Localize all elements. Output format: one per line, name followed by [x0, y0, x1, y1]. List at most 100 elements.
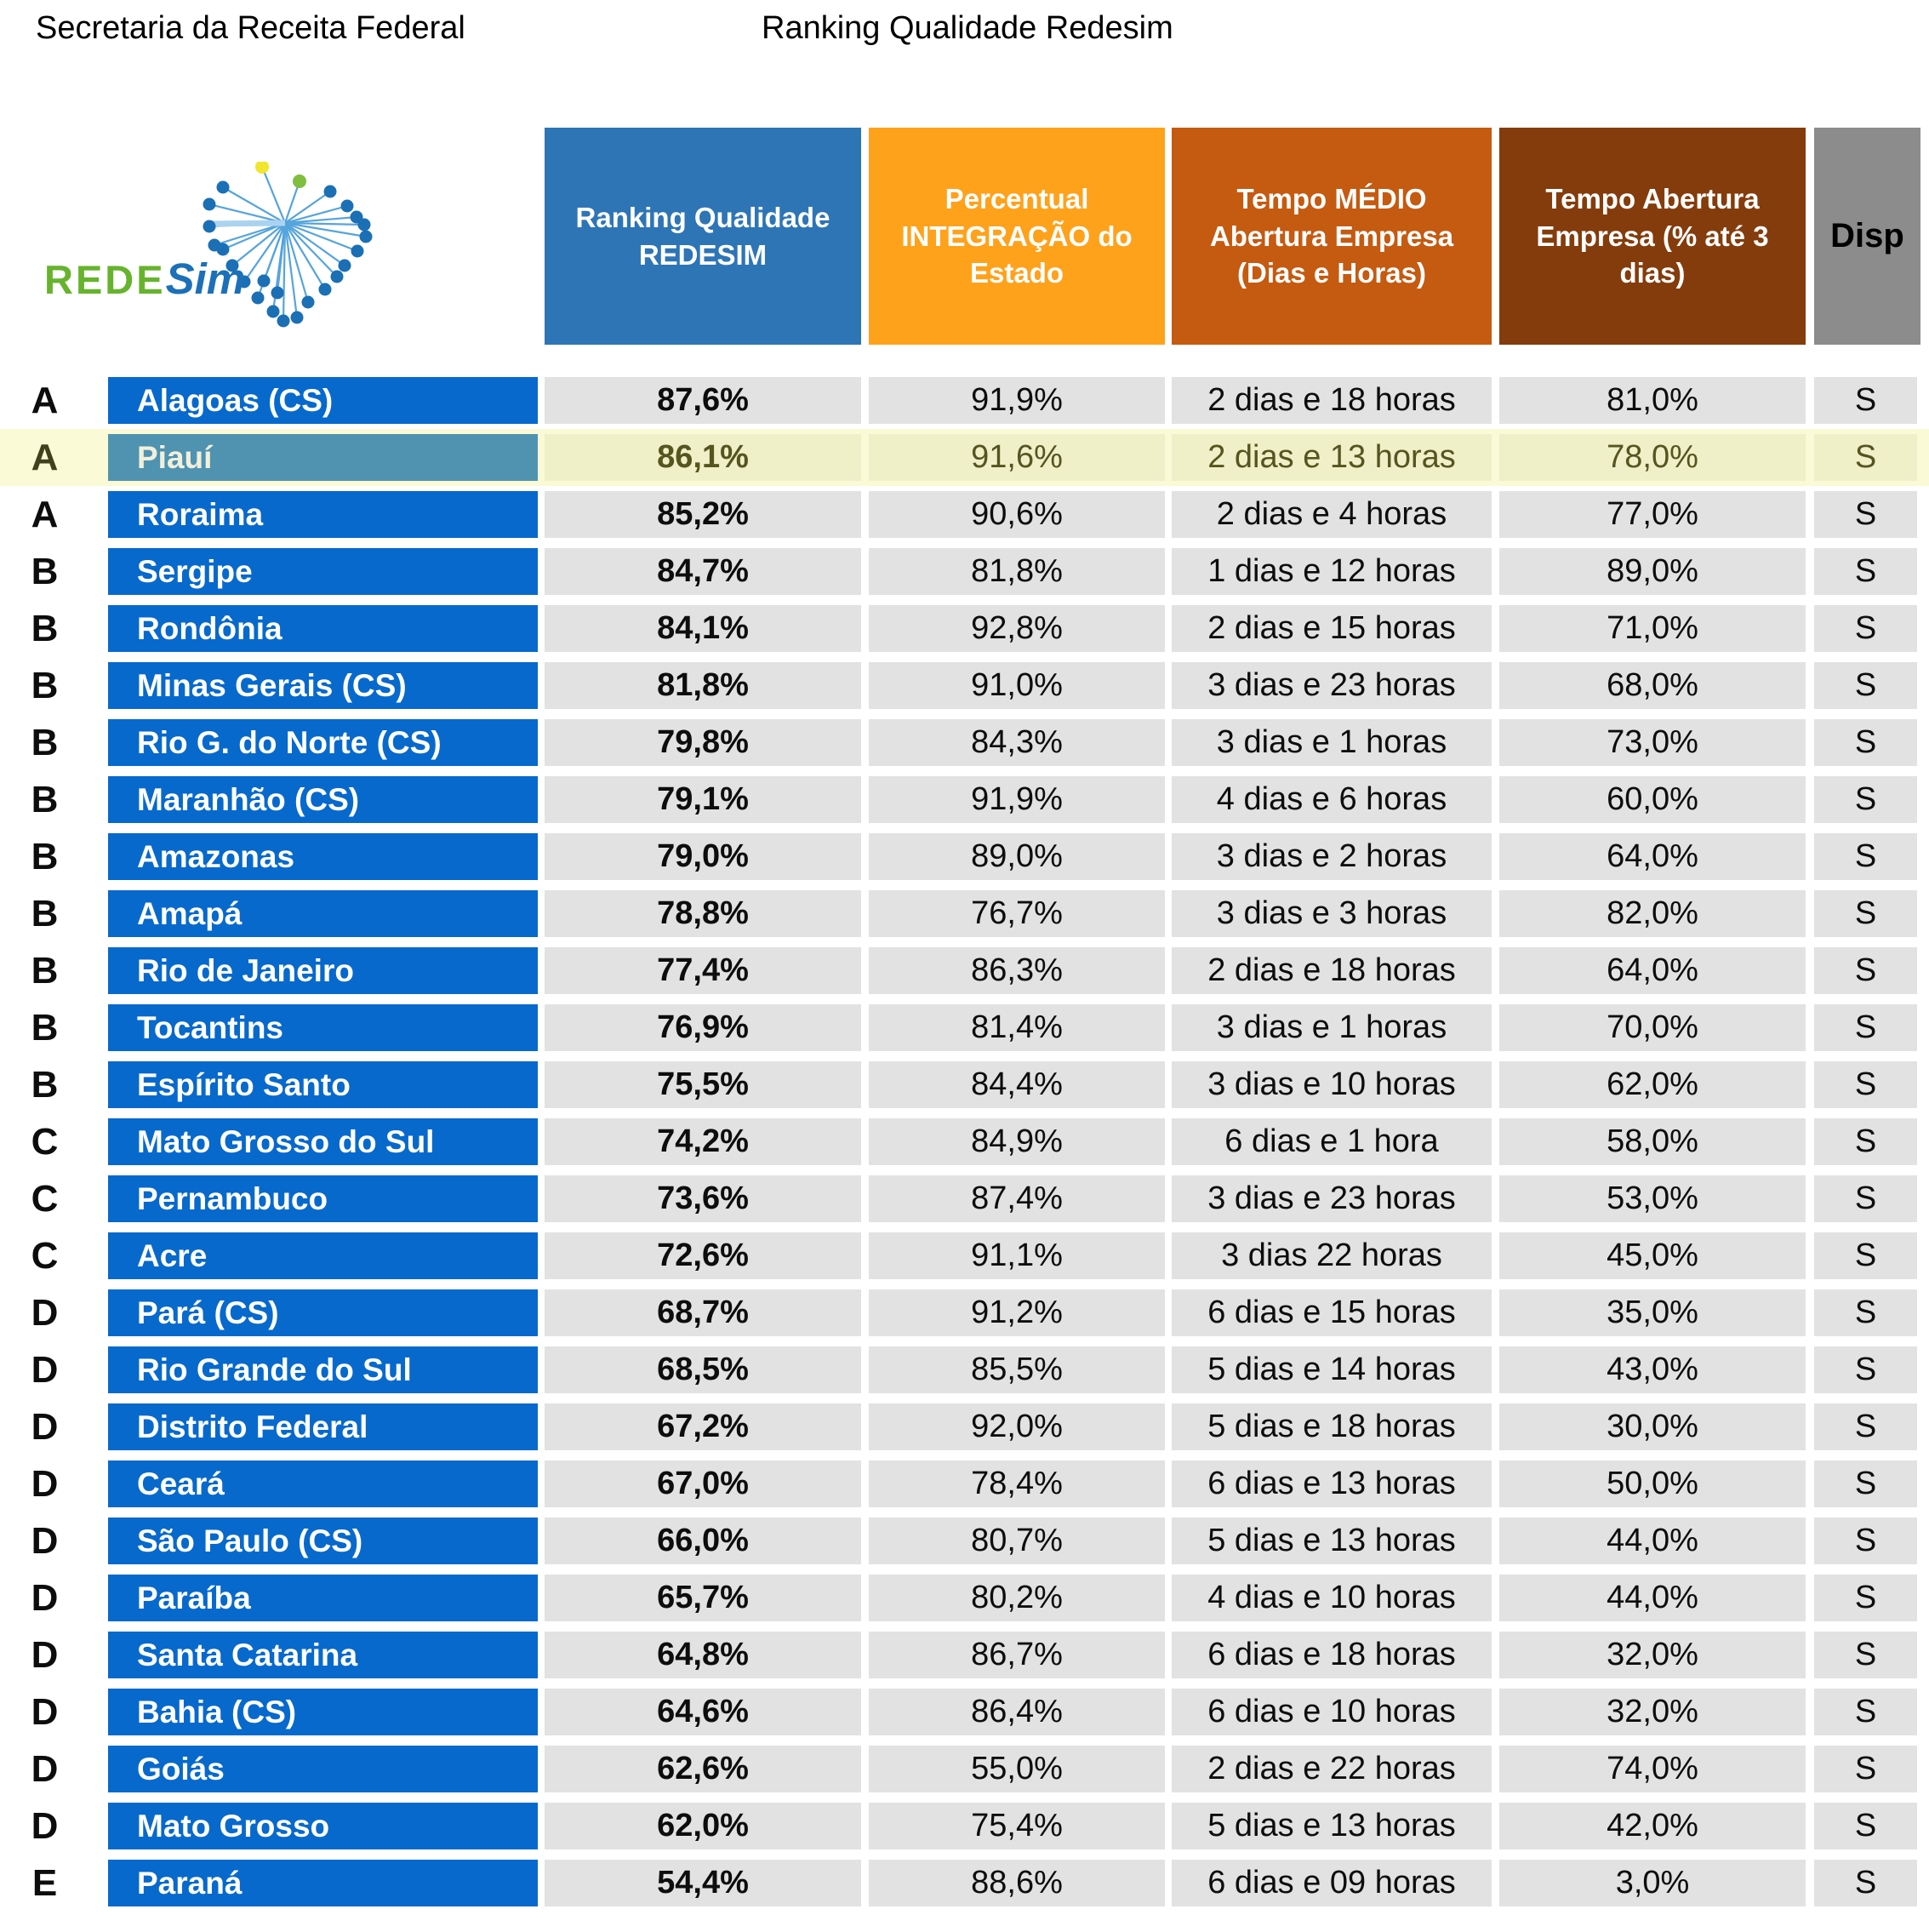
logo-text-rede: REDE — [44, 257, 166, 302]
state-pill: Sergipe — [108, 548, 538, 595]
state-pill: Minas Gerais (CS) — [108, 662, 538, 709]
table-row: D Paraíba 65,7% 80,2% 4 dias e 10 horas … — [0, 1569, 1929, 1626]
disp-cell: S — [1814, 1403, 1917, 1450]
grade-cell: B — [31, 721, 59, 763]
tempo-3dias-cell: 68,0% — [1499, 662, 1806, 709]
ranking-cell: 79,1% — [545, 776, 861, 823]
ranking-cell: 68,7% — [545, 1289, 861, 1336]
tempo-medio-cell: 5 dias e 13 horas — [1172, 1803, 1492, 1849]
tempo-3dias-cell: 43,0% — [1499, 1346, 1806, 1393]
tempo-medio-cell: 6 dias e 15 horas — [1172, 1289, 1492, 1336]
disp-cell: S — [1814, 1289, 1917, 1336]
tempo-medio-cell: 3 dias e 23 horas — [1172, 1175, 1492, 1222]
table-row: D Pará (CS) 68,7% 91,2% 6 dias e 15 hora… — [0, 1284, 1929, 1341]
tempo-3dias-cell: 62,0% — [1499, 1061, 1806, 1108]
table-row: B Rio de Janeiro 77,4% 86,3% 2 dias e 18… — [0, 942, 1929, 999]
tempo-3dias-cell: 32,0% — [1499, 1632, 1806, 1678]
disp-cell: S — [1814, 1460, 1917, 1507]
disp-cell: S — [1814, 1860, 1917, 1906]
ranking-cell: 85,2% — [545, 491, 861, 538]
table-row: D Goiás 62,6% 55,0% 2 dias e 22 horas 74… — [0, 1741, 1929, 1798]
tempo-medio-cell: 2 dias e 18 horas — [1172, 377, 1492, 424]
disp-cell: S — [1814, 1175, 1917, 1222]
disp-cell: S — [1814, 1689, 1917, 1735]
grade-cell: D — [31, 1576, 59, 1619]
grade-cell: D — [31, 1405, 59, 1448]
integracao-cell: 88,6% — [869, 1860, 1165, 1906]
grade-cell: B — [31, 607, 59, 649]
state-pill: Espírito Santo — [108, 1061, 538, 1108]
disp-cell: S — [1814, 1632, 1917, 1678]
tempo-3dias-cell: 58,0% — [1499, 1118, 1806, 1165]
table-row: D Rio Grande do Sul 68,5% 85,5% 5 dias e… — [0, 1341, 1929, 1398]
tempo-medio-cell: 3 dias e 2 horas — [1172, 833, 1492, 880]
state-pill: Ceará — [108, 1460, 538, 1507]
disp-cell: S — [1814, 890, 1917, 937]
ranking-cell: 84,1% — [545, 605, 861, 652]
disp-cell: S — [1814, 776, 1917, 823]
table-row: B Minas Gerais (CS) 81,8% 91,0% 3 dias e… — [0, 657, 1929, 714]
grade-cell: D — [31, 1804, 59, 1847]
integracao-cell: 84,3% — [869, 719, 1165, 766]
redesim-wordmark: REDESim — [44, 254, 245, 304]
grade-cell: D — [31, 1690, 59, 1733]
disp-cell: S — [1814, 491, 1917, 538]
state-pill: Rondônia — [108, 605, 538, 652]
tempo-3dias-cell: 45,0% — [1499, 1232, 1806, 1279]
ranking-cell: 78,8% — [545, 890, 861, 937]
page-title: Ranking Qualidade Redesim — [762, 10, 1173, 46]
ranking-cell: 65,7% — [545, 1575, 861, 1621]
disp-cell: S — [1814, 1746, 1917, 1792]
table-row: B Rio G. do Norte (CS) 79,8% 84,3% 3 dia… — [0, 714, 1929, 771]
state-pill: Distrito Federal — [108, 1403, 538, 1450]
integracao-cell: 91,9% — [869, 776, 1165, 823]
tempo-3dias-cell: 50,0% — [1499, 1460, 1806, 1507]
disp-cell: S — [1814, 833, 1917, 880]
tempo-3dias-cell: 64,0% — [1499, 947, 1806, 994]
tempo-3dias-cell: 70,0% — [1499, 1004, 1806, 1051]
ranking-cell: 79,0% — [545, 833, 861, 880]
disp-cell: S — [1814, 1118, 1917, 1165]
ranking-cell: 64,6% — [545, 1689, 861, 1735]
tempo-medio-cell: 2 dias e 13 horas — [1172, 434, 1492, 481]
tempo-medio-cell: 6 dias e 1 hora — [1172, 1118, 1492, 1165]
ranking-cell: 72,6% — [545, 1232, 861, 1279]
integracao-cell: 80,2% — [869, 1575, 1165, 1621]
integracao-cell: 86,3% — [869, 947, 1165, 994]
state-pill: Rio de Janeiro — [108, 947, 538, 994]
tempo-3dias-cell: 42,0% — [1499, 1803, 1806, 1849]
tempo-medio-cell: 2 dias e 22 horas — [1172, 1746, 1492, 1792]
ranking-cell: 74,2% — [545, 1118, 861, 1165]
integracao-cell: 81,8% — [869, 548, 1165, 595]
grade-cell: D — [31, 1291, 59, 1334]
tempo-medio-cell: 2 dias e 4 horas — [1172, 491, 1492, 538]
state-pill: Santa Catarina — [108, 1632, 538, 1678]
state-pill: Paraíba — [108, 1575, 538, 1621]
integracao-cell: 86,7% — [869, 1632, 1165, 1678]
tempo-medio-cell: 6 dias e 09 horas — [1172, 1860, 1492, 1906]
tempo-3dias-cell: 81,0% — [1499, 377, 1806, 424]
disp-cell: S — [1814, 662, 1917, 709]
table-row: B Tocantins 76,9% 81,4% 3 dias e 1 horas… — [0, 999, 1929, 1056]
state-pill: Mato Grosso do Sul — [108, 1118, 538, 1165]
tempo-3dias-cell: 71,0% — [1499, 605, 1806, 652]
integracao-cell: 91,1% — [869, 1232, 1165, 1279]
grade-cell: B — [31, 550, 59, 592]
grade-cell: E — [31, 1861, 58, 1904]
table-row: D São Paulo (CS) 66,0% 80,7% 5 dias e 13… — [0, 1512, 1929, 1569]
integracao-cell: 91,9% — [869, 377, 1165, 424]
redesim-logo: REDESim — [0, 128, 545, 345]
tempo-medio-cell: 4 dias e 6 horas — [1172, 776, 1492, 823]
table-row: C Pernambuco 73,6% 87,4% 3 dias e 23 hor… — [0, 1170, 1929, 1227]
grade-cell: B — [31, 778, 59, 820]
table-row: D Mato Grosso 62,0% 75,4% 5 dias e 13 ho… — [0, 1798, 1929, 1855]
grade-cell: D — [31, 1462, 59, 1505]
table-row: A Alagoas (CS) 87,6% 91,9% 2 dias e 18 h… — [0, 372, 1929, 429]
state-pill: Maranhão (CS) — [108, 776, 538, 823]
tempo-medio-cell: 6 dias e 10 horas — [1172, 1689, 1492, 1735]
integracao-cell: 91,2% — [869, 1289, 1165, 1336]
tempo-3dias-cell: 64,0% — [1499, 833, 1806, 880]
tempo-3dias-cell: 35,0% — [1499, 1289, 1806, 1336]
grade-cell: A — [31, 493, 59, 535]
